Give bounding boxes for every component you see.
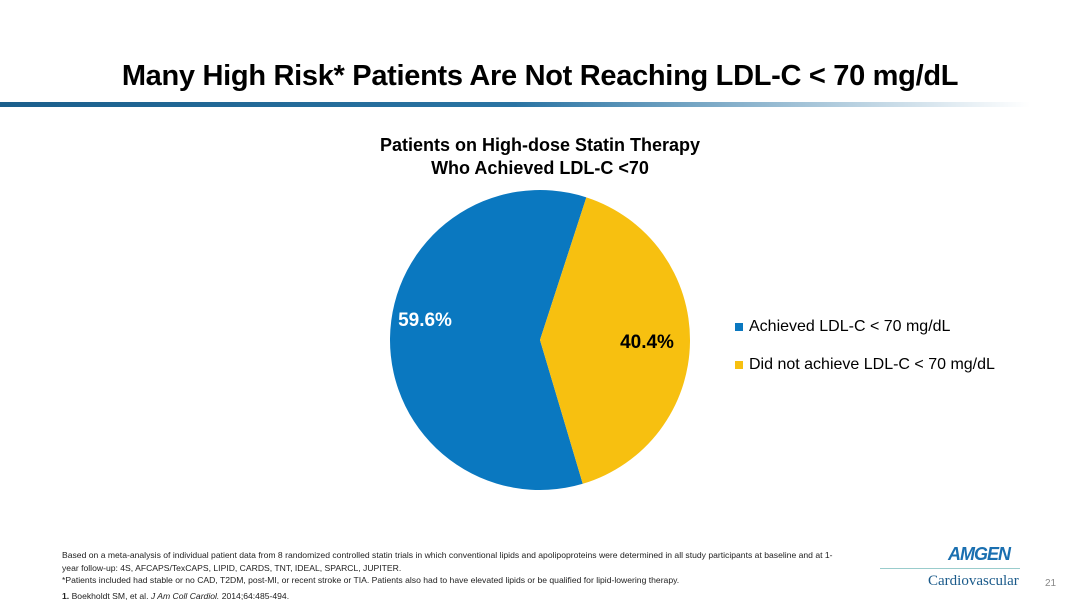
page-number: 21 <box>1045 578 1057 589</box>
legend-swatch <box>735 361 743 369</box>
legend-item-achieved: Achieved LDL-C < 70 mg/dL <box>735 318 995 336</box>
slide-title: Many High Risk* Patients Are Not Reachin… <box>121 60 959 92</box>
footnote-methods: Based on a meta-analysis of individual p… <box>62 550 833 573</box>
legend: Achieved LDL-C < 70 mg/dL Did not achiev… <box>735 318 995 394</box>
footnotes: Based on a meta-analysis of individual p… <box>62 549 842 602</box>
logo-division: Cardiovascular <box>928 573 1019 589</box>
logo-divider <box>880 568 1020 569</box>
amgen-logo: AMGEN <box>948 544 1011 564</box>
data-label: 59.6% <box>398 310 452 331</box>
chart-title: Patients on High-dose Statin Therapy Who… <box>340 134 740 180</box>
chart-title-line-2: Who Achieved LDL-C <70 <box>431 158 649 178</box>
pie-slice-not-achieved <box>540 197 690 484</box>
title-divider <box>0 102 1030 107</box>
reference-authors: Boekholdt SM, et al. <box>71 590 149 601</box>
legend-label: Did not achieve LDL-C < 70 mg/dL <box>749 356 995 373</box>
reference-journal: J Am Coll Cardiol. <box>150 590 220 601</box>
legend-swatch <box>735 323 743 331</box>
legend-label: Achieved LDL-C < 70 mg/dL <box>749 318 951 335</box>
pie-slice-achieved <box>390 189 587 491</box>
reference: 1. Boekholdt SM, et al. J Am Coll Cardio… <box>62 590 842 603</box>
legend-item-not-achieved: Did not achieve LDL-C < 70 mg/dL <box>735 356 995 374</box>
data-label: 40.4% <box>620 332 674 353</box>
footnote-patients: *Patients included had stable or no CAD,… <box>62 575 680 585</box>
reference-citation: 2014;64:485-494. <box>221 590 290 601</box>
reference-number: 1. <box>62 590 70 601</box>
chart-title-line-1: Patients on High-dose Statin Therapy <box>379 135 701 155</box>
